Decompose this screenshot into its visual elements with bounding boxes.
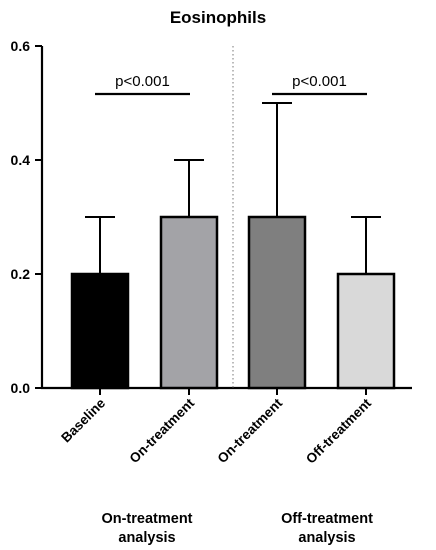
bar (247, 215, 307, 390)
x-tick-label: Off-treatment (303, 395, 374, 466)
x-tick-label: On-treatment (215, 395, 286, 466)
bar (336, 272, 396, 390)
group-label-off-treatment: Off-treatment analysis (281, 511, 373, 546)
bar (159, 215, 219, 390)
significance-label: p<0.001 (115, 73, 170, 90)
y-tick-label: 0.4 (11, 152, 31, 168)
y-tick-label: 0.0 (11, 380, 31, 396)
x-tick-label: Baseline (58, 395, 108, 445)
y-tick-label: 0.2 (11, 266, 31, 282)
chart-title: Eosinophils (169, 8, 267, 27)
bar (70, 272, 130, 390)
y-tick-label: 0.6 (11, 38, 31, 54)
x-tick-label: On-treatment (127, 395, 198, 466)
significance-label: p<0.001 (292, 73, 347, 90)
group-label-on-treatment: On-treatment analysis (101, 511, 193, 546)
